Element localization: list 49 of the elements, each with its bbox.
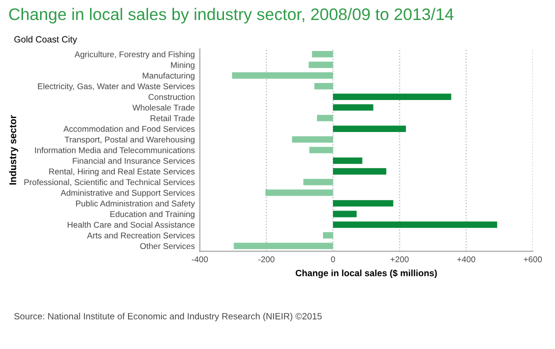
bar [312, 50, 333, 58]
y-tick-label: Retail Trade [150, 115, 195, 122]
x-tick-label: -400 [192, 256, 208, 262]
bar [333, 126, 406, 132]
y-tick-label: Education and Training [110, 210, 194, 219]
y-tick-label: Manufacturing [142, 72, 194, 80]
y-tick-label: Construction [148, 94, 194, 100]
bar [333, 210, 357, 218]
bar [308, 62, 333, 68]
y-tick-label: Public Administration and Safety [76, 200, 195, 208]
y-tick-label: Arts and Recreation Services [87, 232, 195, 238]
bar [333, 168, 386, 175]
bar [232, 72, 333, 79]
bar [317, 114, 333, 122]
bar [333, 104, 374, 111]
x-axis-title: Change in local sales ($ millions) [296, 269, 437, 278]
y-tick-label: Financial and Insurance Services [72, 158, 195, 164]
x-tick-label: +200 [390, 256, 409, 262]
bar [265, 189, 333, 196]
y-tick-label: Professional, Scientific and Technical Services [24, 179, 195, 186]
y-tick-label: Administrative and Support Services [60, 190, 195, 198]
bar [303, 178, 333, 186]
y-tick-label: Other Services [140, 242, 195, 250]
y-tick-label: Transport, Postal and Warehousing [64, 136, 194, 144]
y-axis-title: Industry sector [9, 115, 18, 185]
y-tick-label: Information Media and Telecommunications [35, 147, 195, 154]
bar [333, 94, 452, 100]
bar [323, 232, 333, 238]
y-tick-label: Accommodation and Food Services [63, 126, 195, 132]
bar [292, 136, 333, 143]
y-tick-label: Agriculture, Forestry and Fishing [74, 51, 194, 59]
bar [333, 158, 362, 164]
bar [234, 242, 333, 250]
x-tick-label: 0 [331, 256, 335, 262]
y-tick-label: Rental, Hiring and Real Estate Services [49, 168, 195, 176]
bar [309, 146, 333, 154]
x-tick-label: +600 [524, 256, 542, 262]
x-tick-label: +400 [457, 256, 476, 262]
bar [333, 221, 498, 228]
y-tick-label: Electricity, Gas, Water and Waste Services [38, 83, 195, 91]
y-tick-label: Wholesale Trade [132, 104, 195, 111]
y-tick-label: Health Care and Social Assistance [68, 222, 195, 228]
bar [314, 82, 333, 90]
bar [333, 200, 394, 207]
source-note: Source: National Institute of Economic and Industry Research (NIEIR) ©2015 [14, 312, 322, 322]
x-tick-label: -200 [258, 256, 274, 262]
chart-title: Change in local sales by industry sector, 2008/09 to 2013/14 [9, 8, 454, 24]
text: Gold Coast City [14, 36, 78, 44]
y-tick-label: Mining [171, 62, 194, 70]
